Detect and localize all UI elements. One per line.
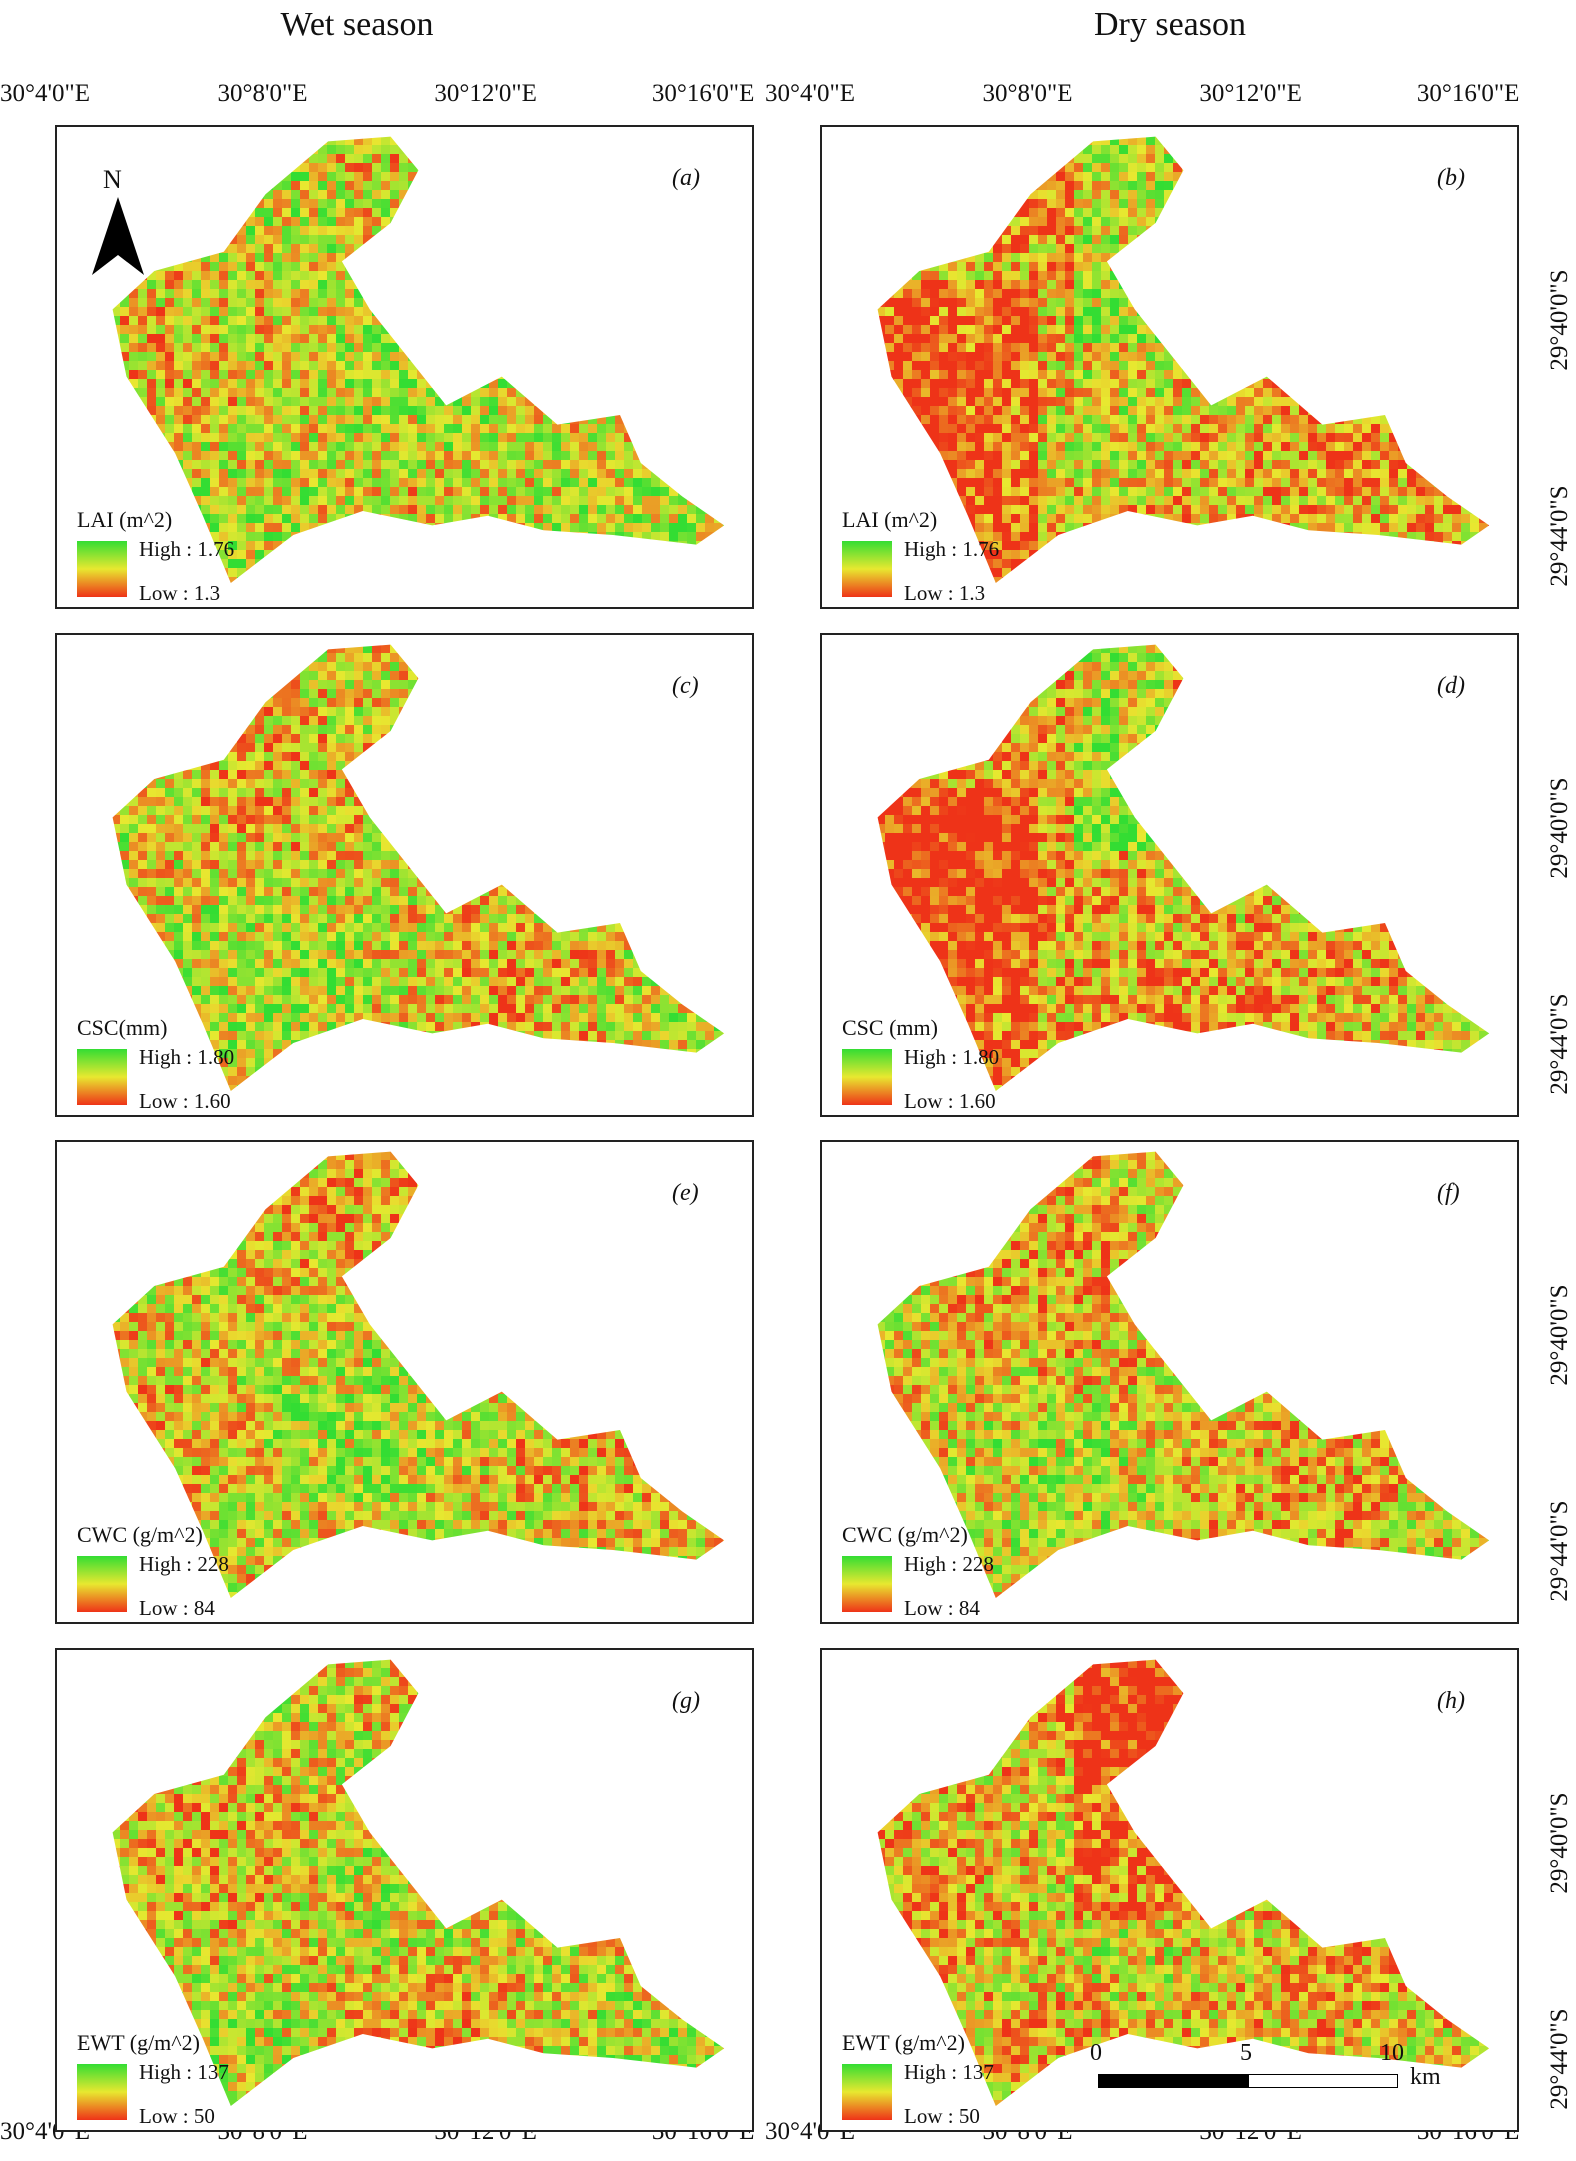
raster-map-g — [112, 1659, 725, 2106]
legend-gradient — [77, 1556, 127, 1612]
panel-label-h: (h) — [1437, 1688, 1465, 1715]
dry-season-title: Dry season — [970, 6, 1370, 44]
raster-map-b — [877, 136, 1490, 583]
panel-label-f: (f) — [1437, 1180, 1460, 1207]
scale-tick-0: 0 — [1090, 2040, 1102, 2067]
legend-high: High : 1.76 — [139, 537, 234, 562]
x-tick-top: 30°8'0"E — [218, 80, 308, 108]
map-panel-a: (a) LAI (m^2) High : 1.76 Low : 1.3 — [55, 125, 754, 609]
legend-low: Low : 50 — [139, 2104, 215, 2129]
scale-bar-white — [1248, 2074, 1398, 2088]
legend-title: CSC(mm) — [77, 1015, 167, 1041]
legend-title: LAI (m^2) — [77, 507, 172, 533]
north-arrow-icon — [92, 197, 144, 275]
legend-low: Low : 50 — [904, 2104, 980, 2129]
scale-tick-10: 10 — [1380, 2040, 1404, 2067]
legend-gradient — [842, 2064, 892, 2120]
legend-title: EWT (g/m^2) — [77, 2030, 200, 2056]
legend-g: EWT (g/m^2) High : 137 Low : 50 — [77, 2030, 297, 2130]
y-tick: 29°40'0"S — [1546, 1768, 1574, 1918]
panel-label-e: (e) — [672, 1180, 699, 1207]
y-tick: 29°40'0"S — [1546, 245, 1574, 395]
x-tick-top: 30°12'0"E — [1199, 80, 1301, 108]
wet-season-title: Wet season — [157, 6, 557, 44]
x-tick-top: 30°4'0"E — [765, 80, 855, 108]
north-label: N — [103, 165, 122, 195]
legend-e: CWC (g/m^2) High : 228 Low : 84 — [77, 1522, 297, 1622]
x-tick-top: 30°8'0"E — [983, 80, 1073, 108]
panel-label-a: (a) — [672, 165, 700, 192]
legend-low: Low : 1.60 — [904, 1089, 996, 1114]
legend-gradient — [842, 1556, 892, 1612]
legend-title: CWC (g/m^2) — [842, 1522, 968, 1548]
legend-gradient — [77, 541, 127, 597]
legend-c: CSC(mm) High : 1.80 Low : 1.60 — [77, 1015, 297, 1115]
legend-low: Low : 1.3 — [139, 581, 220, 606]
legend-h: EWT (g/m^2) High : 137 Low : 50 — [842, 2030, 1062, 2130]
legend-a: LAI (m^2) High : 1.76 Low : 1.3 — [77, 507, 297, 607]
x-tick-top: 30°12'0"E — [434, 80, 536, 108]
legend-low: Low : 84 — [139, 1596, 215, 1621]
y-tick: 29°40'0"S — [1546, 1260, 1574, 1410]
x-tick-top: 30°16'0"E — [1417, 80, 1519, 108]
y-tick: 29°44'0"S — [1546, 1984, 1574, 2134]
scale-unit: km — [1410, 2064, 1441, 2091]
legend-f: CWC (g/m^2) High : 228 Low : 84 — [842, 1522, 1062, 1622]
legend-title: CWC (g/m^2) — [77, 1522, 203, 1548]
legend-high: High : 137 — [904, 2060, 994, 2085]
legend-high: High : 137 — [139, 2060, 229, 2085]
x-tick-top: 30°4'0"E — [0, 80, 90, 108]
y-tick: 29°44'0"S — [1546, 461, 1574, 611]
map-panel-e: (e) CWC (g/m^2) High : 228 Low : 84 — [55, 1140, 754, 1624]
legend-low: Low : 84 — [904, 1596, 980, 1621]
legend-gradient — [842, 541, 892, 597]
raster-map-e — [112, 1151, 725, 1598]
raster-map-f — [877, 1151, 1490, 1598]
legend-d: CSC (mm) High : 1.80 Low : 1.60 — [842, 1015, 1062, 1115]
legend-gradient — [77, 2064, 127, 2120]
map-panel-d: (d) CSC (mm) High : 1.80 Low : 1.60 — [820, 633, 1519, 1117]
panel-label-g: (g) — [672, 1688, 700, 1715]
panel-label-c: (c) — [672, 673, 699, 700]
legend-high: High : 228 — [139, 1552, 229, 1577]
map-panel-b: (b) LAI (m^2) High : 1.76 Low : 1.3 — [820, 125, 1519, 609]
legend-title: EWT (g/m^2) — [842, 2030, 965, 2056]
legend-high: High : 1.76 — [904, 537, 999, 562]
x-tick-top: 30°16'0"E — [652, 80, 754, 108]
raster-map-d — [877, 644, 1490, 1091]
y-tick: 29°44'0"S — [1546, 1476, 1574, 1626]
y-tick: 29°40'0"S — [1546, 753, 1574, 903]
legend-high: High : 228 — [904, 1552, 994, 1577]
legend-high: High : 1.80 — [904, 1045, 999, 1070]
raster-map-a — [112, 136, 725, 583]
legend-low: Low : 1.3 — [904, 581, 985, 606]
legend-b: LAI (m^2) High : 1.76 Low : 1.3 — [842, 507, 1062, 607]
map-panel-g: (g) EWT (g/m^2) High : 137 Low : 50 — [55, 1648, 754, 2132]
scale-bar: 0 5 10 km — [1090, 2040, 1470, 2100]
north-arrow: N — [86, 165, 150, 277]
legend-gradient — [842, 1049, 892, 1105]
map-panel-h: (h) EWT (g/m^2) High : 137 Low : 50 — [820, 1648, 1519, 2132]
raster-map-c — [112, 644, 725, 1091]
y-tick: 29°44'0"S — [1546, 969, 1574, 1119]
legend-title: CSC (mm) — [842, 1015, 938, 1041]
map-panel-f: (f) CWC (g/m^2) High : 228 Low : 84 — [820, 1140, 1519, 1624]
legend-gradient — [77, 1049, 127, 1105]
panel-label-b: (b) — [1437, 165, 1465, 192]
panel-label-d: (d) — [1437, 673, 1465, 700]
scale-tick-5: 5 — [1240, 2040, 1252, 2067]
legend-title: LAI (m^2) — [842, 507, 937, 533]
map-panel-c: (c) CSC(mm) High : 1.80 Low : 1.60 — [55, 633, 754, 1117]
scale-bar-black — [1098, 2074, 1250, 2088]
legend-high: High : 1.80 — [139, 1045, 234, 1070]
legend-low: Low : 1.60 — [139, 1089, 231, 1114]
